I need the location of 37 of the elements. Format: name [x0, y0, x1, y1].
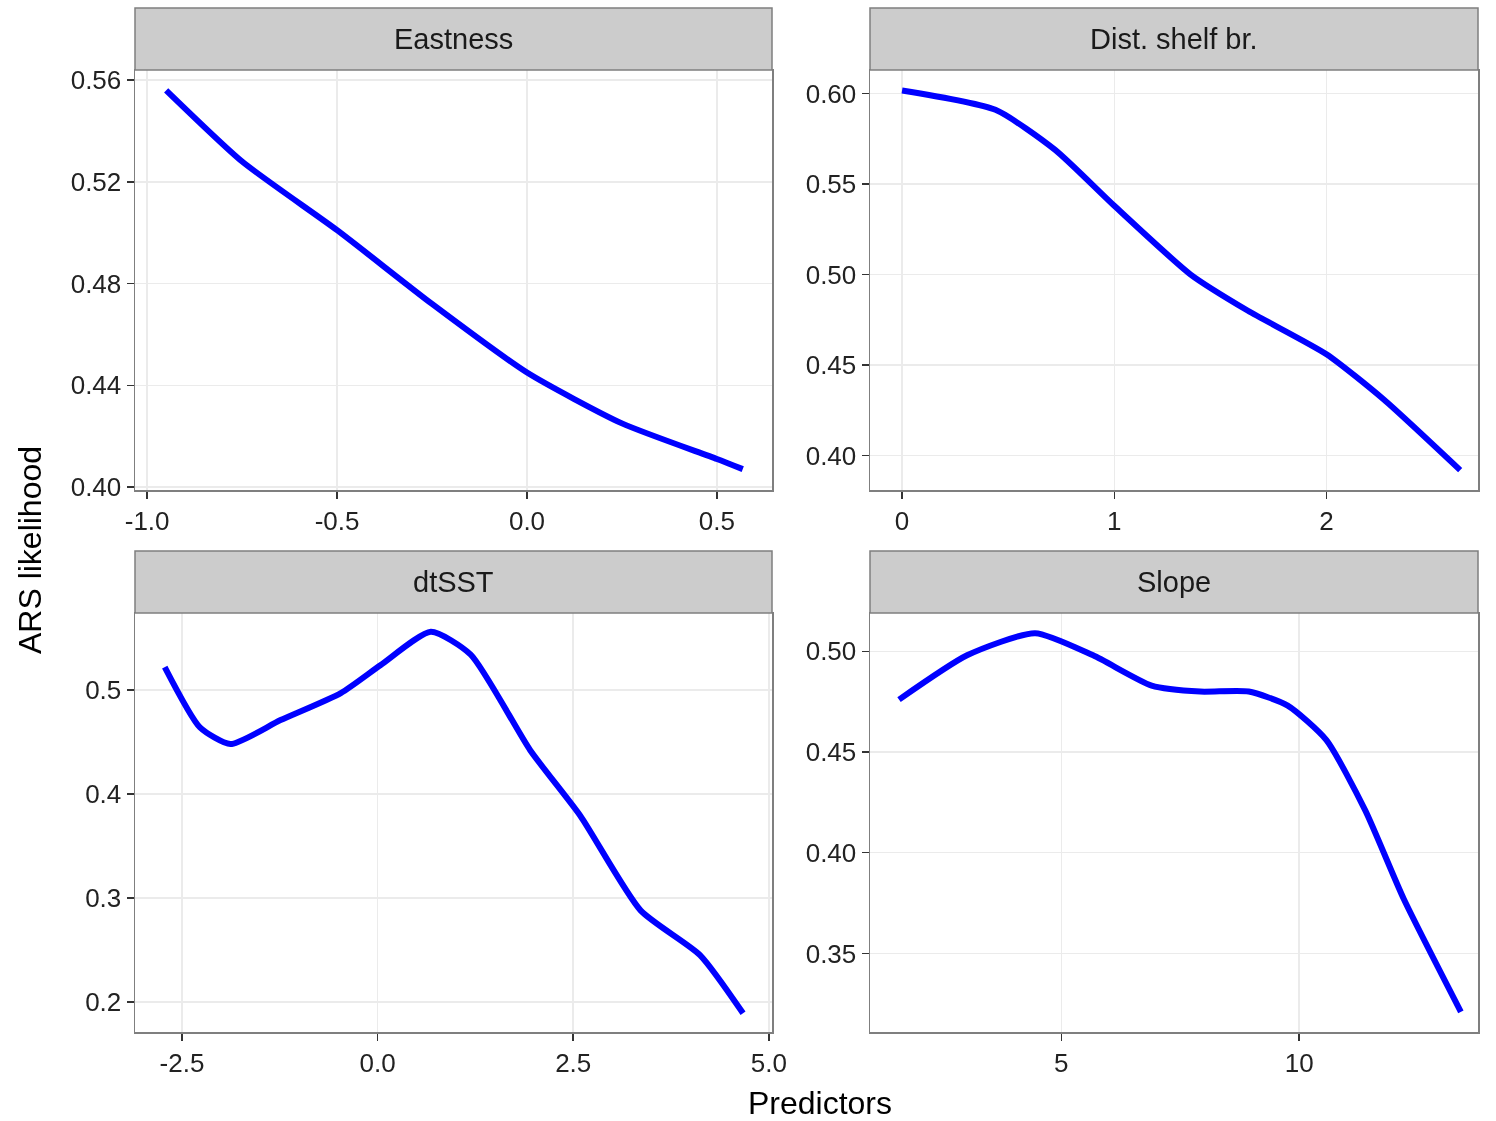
y-tick-label: 0.50 — [805, 259, 857, 290]
x-tick-label: 5.0 — [750, 1047, 787, 1078]
y-tick-label: 0.52 — [70, 166, 122, 197]
x-tick-label: -1.0 — [124, 505, 170, 536]
x-tick-label: 0.0 — [508, 505, 546, 536]
y-tick-label: 0.45 — [805, 350, 857, 381]
x-tick-label: 5 — [1054, 1047, 1069, 1078]
y-axis-title: ARS likelihood — [11, 445, 49, 655]
x-tick-label: 2.5 — [555, 1047, 592, 1078]
chart-title: dtSST — [413, 566, 494, 598]
x-tick-label: -2.5 — [159, 1047, 205, 1078]
x-axis-title: Predictors — [747, 1084, 893, 1121]
x-tick-label: 2 — [1319, 505, 1334, 536]
y-tick-label: 0.40 — [805, 837, 857, 868]
x-tick-label: -0.5 — [314, 505, 360, 536]
y-tick-label: 0.35 — [805, 938, 857, 969]
y-tick-label: 0.56 — [70, 65, 122, 96]
y-tick-label: 0.45 — [805, 737, 857, 768]
y-tick-label: 0.5 — [85, 675, 122, 706]
chart-title: Dist. shelf br. — [1090, 23, 1258, 55]
y-tick-label: 0.48 — [70, 268, 122, 299]
y-tick-label: 0.40 — [805, 440, 857, 471]
y-tick-label: 0.40 — [70, 472, 122, 503]
x-tick-label: 10 — [1284, 1047, 1314, 1078]
y-tick-label: 0.4 — [85, 779, 122, 810]
x-tick-label: 1 — [1107, 505, 1122, 536]
y-tick-label: 0.3 — [85, 882, 122, 913]
x-tick-label: 0.5 — [698, 505, 735, 536]
chart-title: Slope — [1137, 566, 1212, 598]
y-tick-label: 0.44 — [70, 370, 122, 401]
y-tick-label: 0.2 — [85, 986, 122, 1017]
y-tick-label: 0.60 — [805, 78, 857, 109]
x-tick-label: 0.0 — [359, 1047, 396, 1078]
y-tick-label: 0.55 — [805, 169, 857, 200]
x-tick-label: 0 — [894, 505, 910, 536]
y-tick-label: 0.50 — [805, 636, 857, 667]
chart-title: Eastness — [394, 23, 514, 55]
